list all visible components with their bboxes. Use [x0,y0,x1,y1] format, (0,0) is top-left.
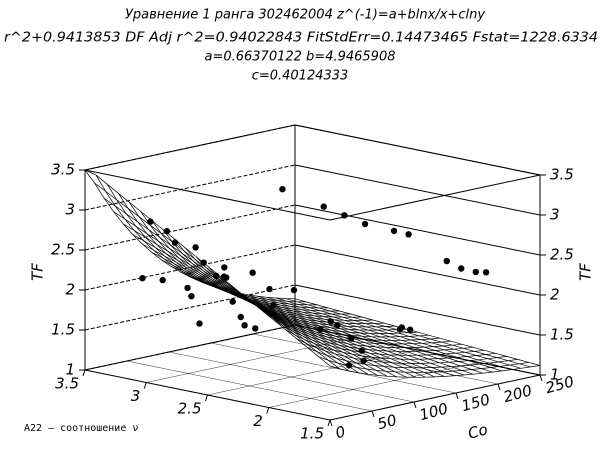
tick-mark [456,393,458,399]
data-point [192,244,198,250]
tick-mark [267,408,269,414]
data-point [172,239,178,245]
grid-line [85,165,295,210]
data-point [252,325,258,331]
z-tick-label: 3.5 [550,166,574,184]
tick-mark [372,411,374,417]
data-point [483,269,489,275]
data-point [444,258,450,264]
surface-mesh [85,170,295,299]
data-point [200,260,206,266]
data-point [334,322,340,328]
tick-mark [498,384,500,390]
z-tick-label: 3 [550,206,560,224]
y-tick-label: 250 [544,372,576,397]
tick-mark [414,402,416,408]
title-line: a=0.66370122 b=4.9465908 [204,50,395,65]
title-line: c=0.40124333 [252,69,349,84]
data-point [270,302,276,308]
x-tick-label: 3.5 [55,375,79,393]
data-point [473,269,479,275]
axis-line [330,175,540,220]
data-point [184,285,190,291]
data-point [238,314,244,320]
data-point [147,218,153,224]
data-point [362,221,368,227]
z-tick-label: 1.5 [550,326,574,344]
data-point [223,274,229,280]
tick-mark [83,370,85,376]
data-point [213,273,219,279]
data-point [221,264,227,270]
data-point [188,293,194,299]
data-point [139,275,145,281]
data-point [348,335,354,341]
tick-mark [540,375,542,381]
data-point [317,326,323,332]
z-tick-label: 2 [550,286,560,304]
data-point [164,228,170,234]
grid-line [295,125,540,175]
tick-mark [206,395,208,401]
y-tick-label: 150 [460,390,492,415]
chart: Уравнение 1 ранга 302462004 z^(-1)=a+bln… [0,0,602,449]
title-line: r^2+0.9413853 DF Adj r^2=0.94022843 FitS… [4,31,598,46]
y-axis-label: Co [466,420,490,442]
grid-line [295,205,540,255]
data-point [341,212,347,218]
tick-mark [144,383,146,389]
grid-line [295,245,540,295]
data-point [321,203,327,209]
data-point [358,347,364,353]
data-point [241,322,247,328]
data-point [360,358,366,364]
z-tick-label: 2.5 [51,241,75,259]
z-tick-label: 3 [65,201,75,219]
tick-mark [328,420,330,426]
data-point [249,270,255,276]
y-tick-label: 50 [376,411,399,433]
x-tick-label: 2.5 [178,400,202,418]
x-tick-label: 1.5 [300,425,324,443]
data-point [291,287,297,293]
y-tick-label: 200 [502,381,534,406]
data-point [391,228,397,234]
x-tick-label: 2 [253,412,263,430]
grid-line [85,205,295,250]
grid-line [295,165,540,215]
grid-line [85,325,295,370]
data-point [328,318,334,324]
y-tick-label: 0 [334,422,348,442]
data-point [346,362,352,368]
z-tick-label: 2 [65,281,75,299]
z-tick-label: 3.5 [51,161,75,179]
data-point [230,298,236,304]
x-tick-label: 3 [131,387,141,405]
data-point [279,186,285,192]
x-axis-label: A22 – соотношение ν [24,423,138,434]
data-point [407,327,413,333]
title-line: Уравнение 1 ранга 302462004 z^(-1)=a+bln… [125,8,485,23]
z-tick-label: 2.5 [550,246,574,264]
data-point [196,320,202,326]
z-tick-label: 1.5 [51,321,75,339]
surface-mesh [85,170,330,366]
tick-mark [330,420,332,426]
data-point [405,231,411,237]
data-point [160,277,166,283]
z-axis-label: TF [29,263,47,281]
data-point [397,326,403,332]
data-point [458,265,464,271]
z-axis-label: TF [577,263,595,281]
y-tick-label: 100 [418,399,450,424]
axis-line [85,170,330,220]
data-point [266,286,272,292]
